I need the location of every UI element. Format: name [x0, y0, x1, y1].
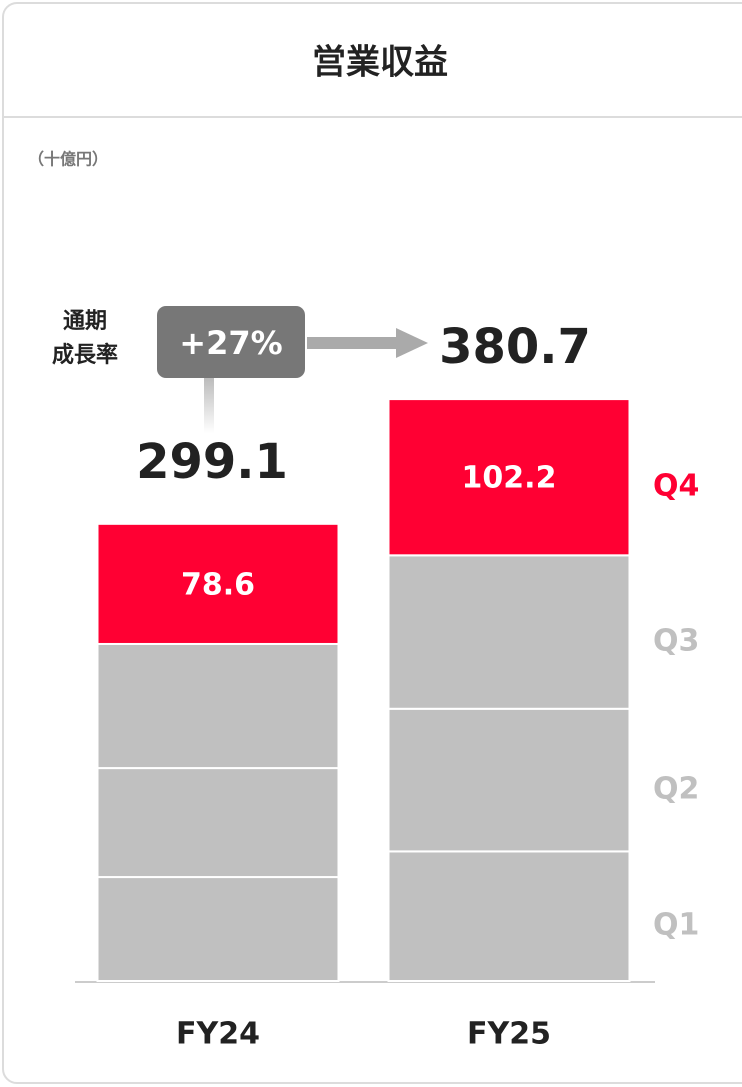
- value-label: 78.6: [181, 567, 255, 602]
- x-tick-label: FY24: [176, 1017, 260, 1052]
- bar-segment: [387, 554, 631, 710]
- bar-segment: [96, 876, 340, 983]
- chart-title: 営業収益: [312, 43, 448, 83]
- growth-label: 成長率: [52, 342, 118, 368]
- value-label: 102.2: [462, 461, 557, 496]
- bar-segment: [387, 850, 631, 982]
- arrow-head: [396, 328, 428, 358]
- total-label: 380.7: [439, 319, 591, 375]
- growth-label: 通期: [63, 309, 107, 334]
- legend-label: Q1: [653, 908, 699, 943]
- bar-segment: [387, 707, 631, 853]
- bar-segment: [96, 767, 340, 879]
- legend-label: Q2: [653, 772, 699, 807]
- growth-value: +27%: [179, 324, 282, 362]
- x-tick-label: FY25: [467, 1017, 551, 1052]
- bar-segment: [96, 522, 340, 645]
- legend-label: Q4: [653, 469, 699, 504]
- bar-segment: [96, 642, 340, 770]
- bar-segment: [387, 398, 631, 557]
- growth-box: [157, 306, 305, 378]
- unit-label: （十億円）: [28, 150, 108, 169]
- connector: [204, 378, 214, 433]
- legend-label: Q3: [653, 624, 699, 659]
- total-label: 299.1: [136, 434, 288, 490]
